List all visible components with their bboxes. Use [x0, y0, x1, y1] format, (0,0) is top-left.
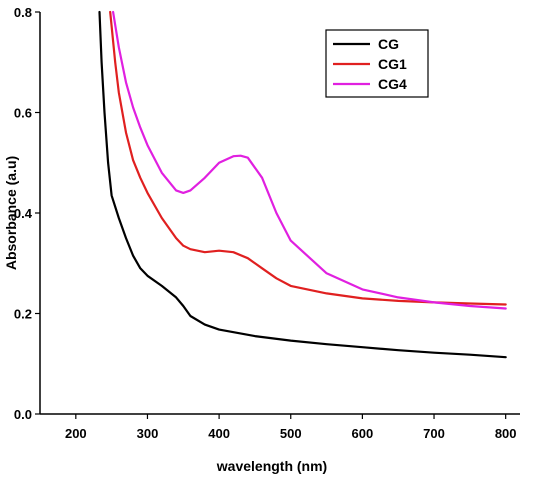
x-tick-label: 500: [280, 426, 302, 441]
x-tick-label: 800: [495, 426, 517, 441]
y-tick-label: 0.2: [14, 307, 32, 322]
legend-label-cg: CG: [378, 36, 399, 52]
legend: CG CG1 CG4: [325, 29, 429, 98]
x-tick-label: 300: [137, 426, 159, 441]
y-axis-label: Absorbance (a.u): [3, 156, 19, 270]
x-tick-label: 700: [423, 426, 445, 441]
ticks-layer: 200 300 400 500 600 700 800 0.0 0.2 0.4 0.6 0.8: [14, 5, 517, 441]
legend-label-cg1: CG1: [378, 56, 407, 72]
x-tick-label: 600: [352, 426, 374, 441]
y-tick-label: 0.8: [14, 5, 32, 20]
series-line-cg1: [109, 10, 507, 306]
y-tick-label: 0.4: [14, 206, 33, 221]
series-line-cg4: [112, 10, 507, 310]
series-line-cg: [98, 10, 507, 359]
x-axis-label: wavelength (nm): [216, 458, 327, 474]
y-tick-label: 0.0: [14, 407, 32, 422]
y-tick-label: 0.6: [14, 106, 32, 121]
x-tick-label: 400: [208, 426, 230, 441]
legend-label-cg4: CG4: [378, 76, 407, 92]
series-layer: [98, 10, 507, 359]
x-tick-label: 200: [65, 426, 87, 441]
